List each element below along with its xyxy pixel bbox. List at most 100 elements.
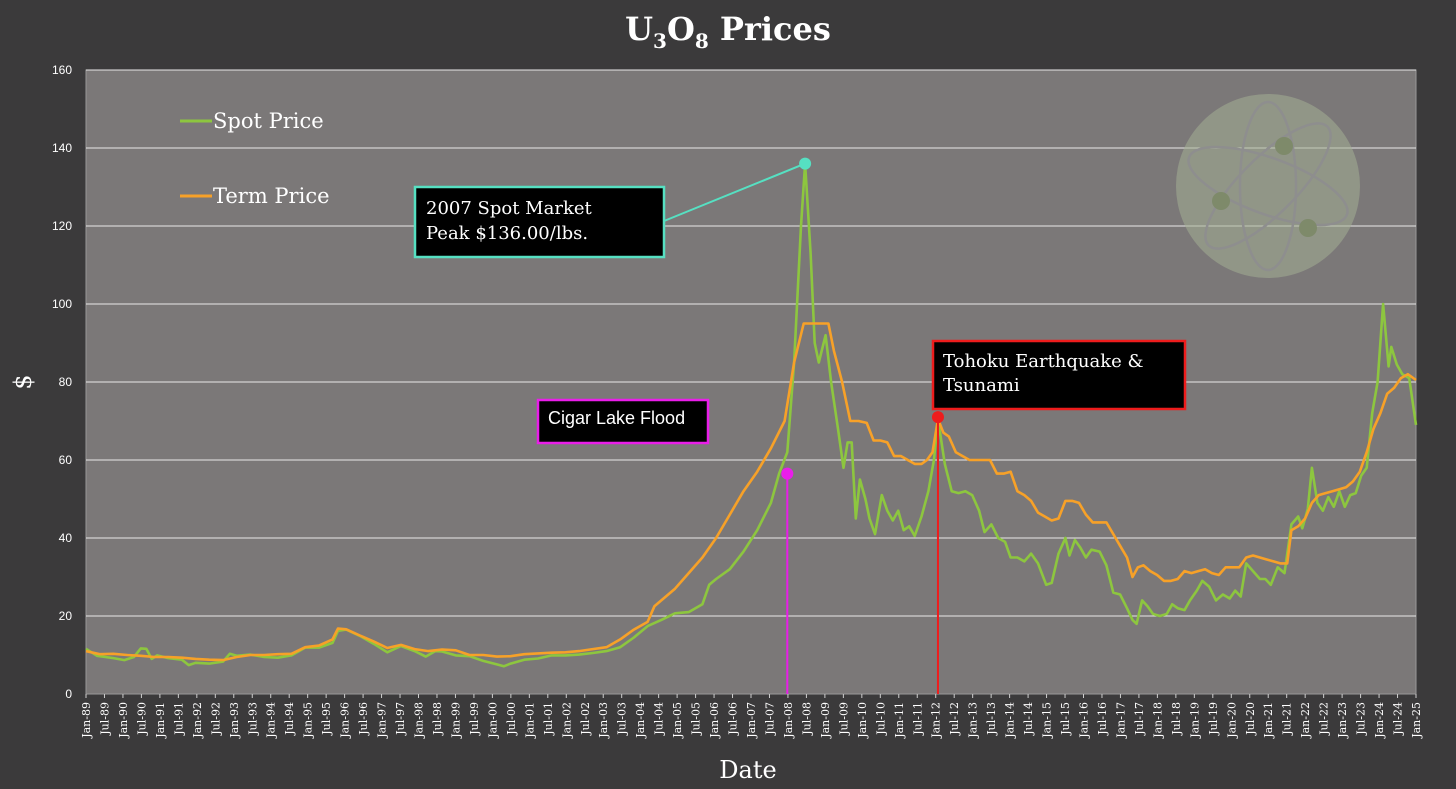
x-tick-label: Jul-90	[135, 702, 148, 736]
x-tick-label: Jul-11	[911, 702, 924, 736]
x-tick-label: Jul-12	[948, 702, 961, 736]
x-tick-label: Jul-15	[1059, 702, 1072, 736]
x-tick-label: Jul-91	[172, 702, 185, 736]
legend-label-spot: Spot Price	[213, 109, 324, 133]
x-tick-label: Jul-13	[985, 702, 998, 736]
title-u: U	[625, 10, 653, 48]
x-tick-label: Jan-24	[1373, 702, 1386, 739]
x-tick-label: Jan-03	[597, 702, 610, 739]
series-lines	[85, 162, 1418, 668]
x-tick-label: Jan-01	[523, 702, 536, 739]
y-tick-label: 60	[59, 453, 73, 467]
x-tick-label: Jul-03	[616, 702, 629, 736]
x-tick-label: Jul-09	[837, 702, 850, 736]
x-tick-label: Jul-08	[800, 702, 813, 736]
peak-callout-box	[413, 185, 666, 259]
x-tick-label: Jul-19	[1207, 702, 1220, 736]
title-sub-3: 3	[653, 29, 667, 53]
y-tick-label: 40	[59, 531, 73, 545]
series-line-spot	[85, 162, 1418, 668]
legend: Spot Price Term Price	[180, 109, 330, 208]
x-tick-label: Jan-22	[1299, 702, 1312, 739]
x-axis-title: Date	[719, 756, 776, 784]
x-tick-label: Jan-10	[856, 702, 869, 739]
y-tick-label: 140	[52, 141, 72, 155]
title-sub-8: 8	[695, 29, 709, 53]
x-tick-label: Jan-15	[1041, 702, 1054, 739]
x-tick-label: Jan-06	[708, 702, 721, 739]
x-tick-label: Jul-16	[1096, 702, 1109, 736]
x-tick-label: Jul-22	[1318, 702, 1331, 736]
x-tick-label: Jan-91	[154, 702, 167, 739]
peak-marker	[799, 157, 812, 170]
x-tick-label: Jul-96	[357, 702, 370, 736]
annotations: 2007 Spot Market Peak $136.00/lbs. Cigar L…	[413, 157, 1187, 694]
x-tick-label: Jan-12	[930, 702, 943, 739]
y-tick-label: 100	[52, 297, 72, 311]
tohoku-marker	[931, 411, 944, 424]
legend-item-spot: Spot Price	[180, 109, 324, 133]
x-tick-label: Jan-09	[819, 702, 832, 739]
y-tick-label: 120	[52, 219, 72, 233]
x-tick-label: Jul-07	[763, 702, 776, 736]
y-tick-label: 0	[65, 687, 72, 701]
atom-icon	[1176, 94, 1360, 278]
x-tick-label: Jul-95	[320, 702, 333, 736]
cigar-callout-box	[536, 398, 710, 445]
x-tick-label: Jul-20	[1244, 702, 1257, 736]
x-tick-label: Jan-97	[376, 702, 389, 739]
y-axis-title: $	[9, 374, 37, 389]
y-axis-ticks: 0 20 40 60 80 100 120 140 160	[52, 63, 72, 701]
x-tick-label: Jan-17	[1114, 702, 1127, 739]
x-tick-label: Jan-98	[413, 702, 426, 739]
x-axis-ticks: Jan-89 Jul-89 Jan-90 Jul-90 Jan-91 Jul-91 Jan-…	[80, 694, 1423, 739]
x-tick-label: Jul-24	[1392, 702, 1405, 736]
legend-item-term: Term Price	[180, 184, 330, 208]
x-tick-label: Jan-90	[117, 702, 130, 739]
x-tick-label: Jul-97	[394, 702, 407, 736]
x-tick-label: Jan-20	[1225, 702, 1238, 739]
x-tick-label: Jul-21	[1281, 702, 1294, 736]
x-tick-label: Jul-04	[653, 702, 666, 736]
series-line-term	[85, 322, 1417, 662]
x-tick-label: Jan-92	[191, 702, 204, 739]
x-tick-label: Jan-89	[80, 702, 93, 739]
x-tick-label: Jan-94	[265, 702, 278, 739]
x-tick-label: Jan-18	[1151, 702, 1164, 739]
y-tick-label: 160	[52, 63, 72, 77]
tohoku-callout-text: Tohoku Earthquake &	[943, 351, 1144, 372]
cigar-callout-text: Cigar Lake Flood	[548, 408, 685, 428]
x-tick-label: Jul-05	[690, 702, 703, 736]
x-tick-label: Jul-89	[98, 702, 111, 736]
tohoku-callout-text: Tsunami	[943, 375, 1020, 396]
x-tick-label: Jan-16	[1078, 702, 1091, 739]
x-tick-label: Jul-92	[209, 702, 222, 736]
x-tick-label: Jan-00	[486, 702, 499, 739]
x-tick-label: Jul-14	[1022, 702, 1035, 736]
x-tick-label: Jan-99	[449, 702, 462, 739]
x-tick-label: Jan-23	[1336, 702, 1349, 739]
peak-leader-line	[663, 162, 806, 222]
x-tick-label: Jul-06	[727, 702, 740, 736]
x-tick-label: Jan-07	[745, 702, 758, 739]
x-tick-label: Jan-04	[634, 702, 647, 739]
x-tick-label: Jan-93	[228, 702, 241, 739]
x-tick-label: Jul-98	[431, 702, 444, 736]
x-tick-label: Jul-23	[1355, 702, 1368, 736]
x-tick-label: Jan-13	[967, 702, 980, 739]
x-tick-label: Jan-96	[339, 702, 352, 739]
x-tick-label: Jul-18	[1170, 702, 1183, 736]
title-o: O	[667, 10, 695, 48]
x-tick-label: Jul-94	[283, 702, 296, 736]
x-tick-label: Jan-21	[1262, 702, 1275, 739]
x-tick-label: Jul-00	[505, 702, 518, 736]
x-tick-label: Jul-93	[246, 702, 259, 736]
x-tick-label: Jan-19	[1188, 702, 1201, 739]
x-tick-label: Jul-01	[542, 702, 555, 736]
x-tick-label: Jan-25	[1410, 702, 1423, 739]
peak-callout-text: 2007 Spot Market	[426, 198, 593, 219]
tohoku-callout-box	[931, 339, 1187, 411]
x-tick-label: Jan-14	[1004, 702, 1017, 739]
